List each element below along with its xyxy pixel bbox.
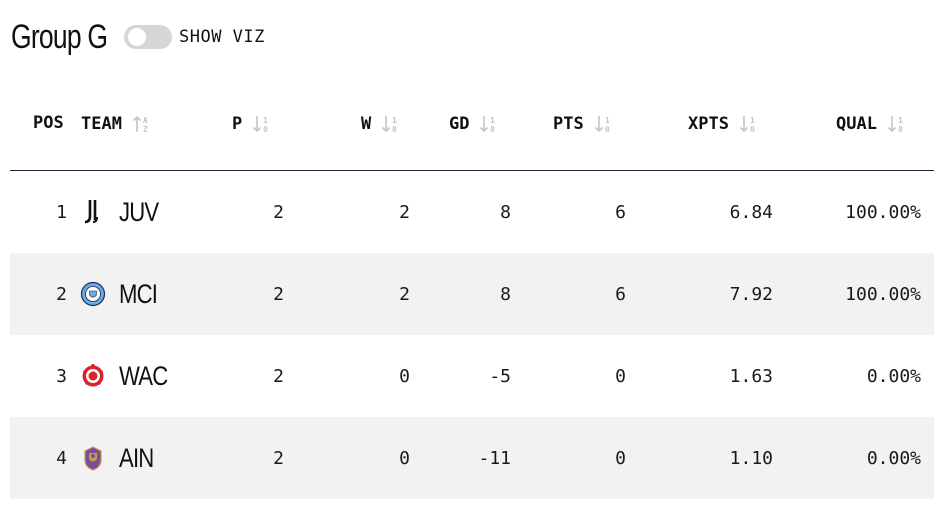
sort-numeric-icon[interactable]: 1 0 — [252, 113, 274, 135]
column-header-team[interactable]: TEAM A Z — [81, 113, 154, 135]
svg-text:A: A — [143, 116, 148, 125]
goal-diff-cell: -5 — [489, 365, 511, 387]
sort-alpha-icon[interactable]: A Z — [132, 113, 154, 135]
show-viz-toggle[interactable] — [124, 25, 172, 49]
table-row: 1 JUV 2 2 8 6 6.84 100.00% — [10, 171, 934, 253]
xpts-cell: 6.84 — [729, 201, 773, 223]
manchester-city-crest-icon — [80, 281, 106, 307]
team-cell: WAC — [80, 335, 178, 417]
svg-text:0: 0 — [490, 125, 495, 134]
played-cell: 2 — [273, 365, 284, 387]
team-cell: JUV — [80, 171, 167, 253]
sort-numeric-icon[interactable]: 1 0 — [739, 113, 761, 135]
svg-text:1: 1 — [263, 116, 268, 125]
team-name: WAC — [119, 360, 168, 391]
xpts-cell: 7.92 — [729, 283, 773, 305]
toggle-knob — [128, 28, 146, 46]
goal-diff-cell: 8 — [500, 201, 511, 223]
juventus-crest-icon — [80, 199, 106, 225]
table-row: 4 AIN 2 0 -11 0 1.10 0.00% — [10, 417, 934, 499]
team-name: AIN — [119, 442, 154, 473]
svg-text:0: 0 — [898, 125, 903, 134]
pos-cell: 2 — [56, 283, 67, 305]
played-cell: 2 — [273, 201, 284, 223]
wins-cell: 0 — [399, 365, 410, 387]
svg-text:0: 0 — [750, 125, 755, 134]
wins-cell: 2 — [399, 283, 410, 305]
column-header-p[interactable]: P 1 0 — [232, 113, 274, 135]
goal-diff-cell: 8 — [500, 283, 511, 305]
xpts-cell: 1.10 — [729, 447, 773, 469]
table-row: 3 WAC 2 0 -5 0 1.63 0.00% — [10, 335, 934, 417]
sort-numeric-icon[interactable]: 1 0 — [381, 113, 403, 135]
svg-text:0: 0 — [392, 125, 397, 134]
goal-diff-cell: -11 — [478, 447, 511, 469]
svg-text:1: 1 — [898, 116, 903, 125]
points-cell: 6 — [615, 201, 626, 223]
wins-cell: 0 — [399, 447, 410, 469]
svg-text:Z: Z — [143, 125, 148, 134]
svg-text:1: 1 — [392, 116, 397, 125]
sort-numeric-icon[interactable]: 1 0 — [594, 113, 616, 135]
points-cell: 0 — [615, 447, 626, 469]
pos-cell: 1 — [56, 201, 67, 223]
qual-cell: 100.00% — [845, 201, 921, 223]
team-name: JUV — [119, 196, 159, 227]
team-cell: MCI — [80, 253, 166, 335]
column-header-gd[interactable]: GD 1 0 — [449, 113, 501, 135]
svg-text:0: 0 — [263, 125, 268, 134]
wydad-crest-icon — [80, 363, 106, 389]
svg-text:1: 1 — [750, 116, 755, 125]
column-header-qual[interactable]: QUAL 1 0 — [836, 113, 909, 135]
played-cell: 2 — [273, 447, 284, 469]
group-title: Group G — [11, 17, 108, 56]
qual-cell: 100.00% — [845, 283, 921, 305]
qual-cell: 0.00% — [866, 447, 921, 469]
svg-text:1: 1 — [490, 116, 495, 125]
sort-numeric-icon[interactable]: 1 0 — [479, 113, 501, 135]
standings-table: POS TEAM A Z P 1 0 W — [10, 80, 934, 499]
points-cell: 0 — [615, 365, 626, 387]
played-cell: 2 — [273, 283, 284, 305]
group-header: Group G SHOW VIZ — [11, 16, 265, 58]
sort-numeric-icon[interactable]: 1 0 — [887, 113, 909, 135]
column-header-w[interactable]: W 1 0 — [361, 113, 403, 135]
points-cell: 6 — [615, 283, 626, 305]
pos-cell: 4 — [56, 447, 67, 469]
qual-cell: 0.00% — [866, 365, 921, 387]
column-header-pts[interactable]: PTS 1 0 — [553, 113, 616, 135]
svg-text:1: 1 — [605, 116, 610, 125]
column-header-xpts[interactable]: XPTS 1 0 — [688, 113, 761, 135]
team-cell: AIN — [80, 417, 161, 499]
svg-text:0: 0 — [605, 125, 610, 134]
wins-cell: 2 — [399, 201, 410, 223]
table-header: POS TEAM A Z P 1 0 W — [10, 80, 934, 171]
xpts-cell: 1.63 — [729, 365, 773, 387]
team-name: MCI — [119, 278, 158, 309]
al-ain-crest-icon — [80, 445, 106, 471]
pos-cell: 3 — [56, 365, 67, 387]
column-header-pos: POS — [33, 113, 64, 133]
table-row: 2 MCI 2 2 8 6 7.92 100.00% — [10, 253, 934, 335]
show-viz-label[interactable]: SHOW VIZ — [179, 27, 265, 47]
